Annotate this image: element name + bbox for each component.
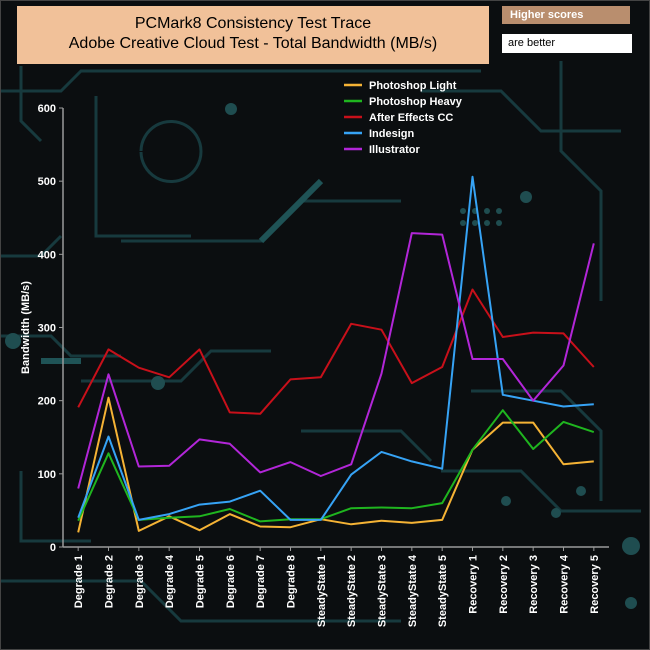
x-tick-label: Recovery 4 — [559, 554, 571, 614]
y-axis-label: Bandwidth (MB/s) — [20, 281, 32, 374]
x-tick-label: Degrade 8 — [286, 555, 298, 608]
x-tick-label: Recovery 1 — [468, 555, 480, 614]
legend-label: After Effects CC — [369, 112, 453, 124]
y-tick-label: 0 — [50, 542, 56, 554]
legend-label: Indesign — [369, 128, 415, 140]
y-tick-label: 200 — [38, 396, 56, 408]
y-tick-label: 300 — [38, 323, 56, 335]
y-tick-label: 600 — [38, 103, 56, 115]
x-tick-label: Recovery 3 — [528, 555, 540, 614]
legend-label: Photoshop Heavy — [369, 96, 463, 108]
x-tick-label: Degrade 2 — [104, 555, 116, 608]
series-line — [77, 396, 594, 533]
legend-label: Photoshop Light — [369, 80, 457, 92]
x-tick-label: SteadyState 1 — [316, 555, 328, 627]
x-tick-label: Recovery 2 — [498, 555, 510, 614]
x-tick-label: SteadyState 3 — [377, 555, 389, 627]
legend-label: Illustrator — [369, 144, 420, 156]
y-tick-label: 100 — [38, 469, 56, 481]
series-line — [77, 232, 595, 489]
series-line — [77, 288, 595, 415]
y-tick-label: 400 — [38, 249, 56, 261]
note-are-better: are better — [502, 34, 632, 53]
x-tick-label: SteadyState 2 — [346, 555, 358, 627]
x-tick-label: Degrade 6 — [225, 555, 237, 608]
note-higher-scores: Higher scores — [502, 6, 630, 24]
legend: Photoshop Light Photoshop Heavy After Eff… — [344, 80, 463, 156]
x-tick-label: SteadyState 5 — [437, 555, 449, 627]
y-tick-label: 500 — [38, 176, 56, 188]
chart-subtitle: Adobe Creative Cloud Test - Total Bandwi… — [68, 35, 438, 52]
series-line — [77, 409, 595, 523]
chart-title-box: PCMark8 Consistency Test Trace Adobe Cre… — [17, 6, 489, 64]
series-layer — [77, 175, 595, 533]
x-tick-label: Degrade 4 — [164, 554, 176, 608]
axis-layer: 0 100 200 300 400 500 600 Degrade 1 Degrade 2 Deg… — [20, 103, 609, 627]
chart-title: PCMark8 Consistency Test Trace — [134, 15, 372, 32]
x-tick-label: Degrade 7 — [255, 555, 267, 608]
x-tick-label: Recovery 5 — [589, 555, 601, 614]
x-tick-label: SteadyState 4 — [407, 554, 419, 627]
x-tick-label: Degrade 5 — [195, 555, 207, 608]
series-line — [77, 175, 594, 521]
x-tick-label: Degrade 1 — [73, 555, 85, 608]
x-tick-label: Degrade 3 — [134, 555, 146, 608]
